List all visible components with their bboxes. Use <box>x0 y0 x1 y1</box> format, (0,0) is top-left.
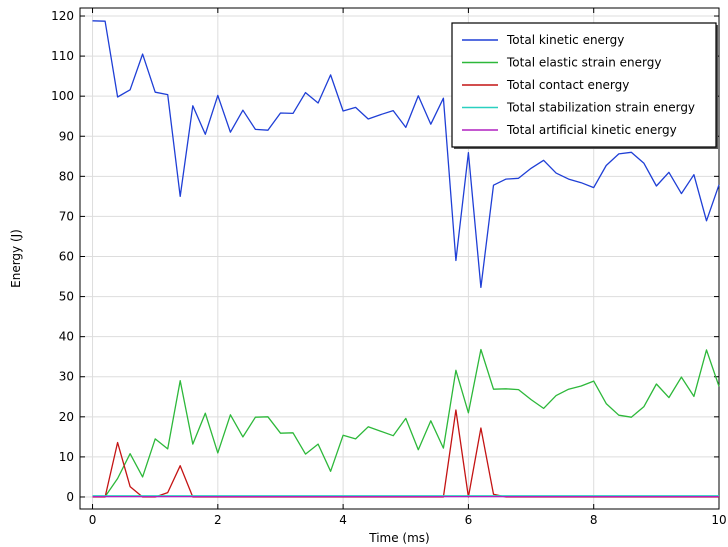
x-tick-label: 6 <box>465 513 473 527</box>
y-axis-label: Energy (J) <box>9 229 23 288</box>
y-tick-label: 110 <box>51 49 74 63</box>
y-tick-label: 60 <box>59 249 74 263</box>
x-axis-label: Time (ms) <box>368 531 430 545</box>
y-tick-label: 70 <box>59 209 74 223</box>
axis-ticks: 0 10 20 30 40 50 60 70 80 90 100 110 120 0 2 4 6 8 10 <box>51 8 727 527</box>
legend-entry-2: Total elastic strain energy <box>506 56 661 70</box>
x-tick-label: 8 <box>590 513 598 527</box>
series-layer <box>92 20 720 498</box>
legend-entry-5: Total artificial kinetic energy <box>506 123 677 137</box>
legend-entry-1: Total kinetic energy <box>506 33 624 47</box>
y-tick-label: 0 <box>66 490 74 504</box>
y-tick-label: 90 <box>59 129 74 143</box>
y-tick-label: 40 <box>59 330 74 344</box>
x-tick-label: 4 <box>339 513 347 527</box>
y-tick-label: 20 <box>59 410 74 424</box>
series-line-3 <box>92 409 719 498</box>
legend: Total kinetic energy Total elastic strain… <box>451 22 718 149</box>
legend-entry-4: Total stabilization strain energy <box>506 101 695 115</box>
y-tick-label: 80 <box>59 169 74 183</box>
y-tick-label: 30 <box>59 370 74 384</box>
y-tick-label: 100 <box>51 89 74 103</box>
y-tick-label: 10 <box>59 450 74 464</box>
series-line-2 <box>92 348 720 498</box>
x-tick-label: 10 <box>711 513 726 527</box>
legend-entry-3: Total contact energy <box>506 78 629 92</box>
y-tick-label: 50 <box>59 290 74 304</box>
plot-area-frame <box>79 7 720 510</box>
grid-lines <box>80 8 720 509</box>
series-line-1 <box>92 20 720 289</box>
x-tick-label: 2 <box>214 513 222 527</box>
y-tick-label: 120 <box>51 9 74 23</box>
x-tick-label: 0 <box>89 513 97 527</box>
